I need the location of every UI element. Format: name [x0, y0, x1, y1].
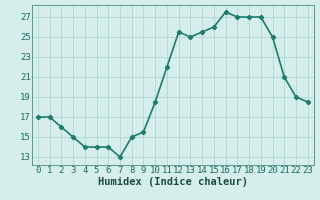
X-axis label: Humidex (Indice chaleur): Humidex (Indice chaleur) — [98, 177, 248, 187]
